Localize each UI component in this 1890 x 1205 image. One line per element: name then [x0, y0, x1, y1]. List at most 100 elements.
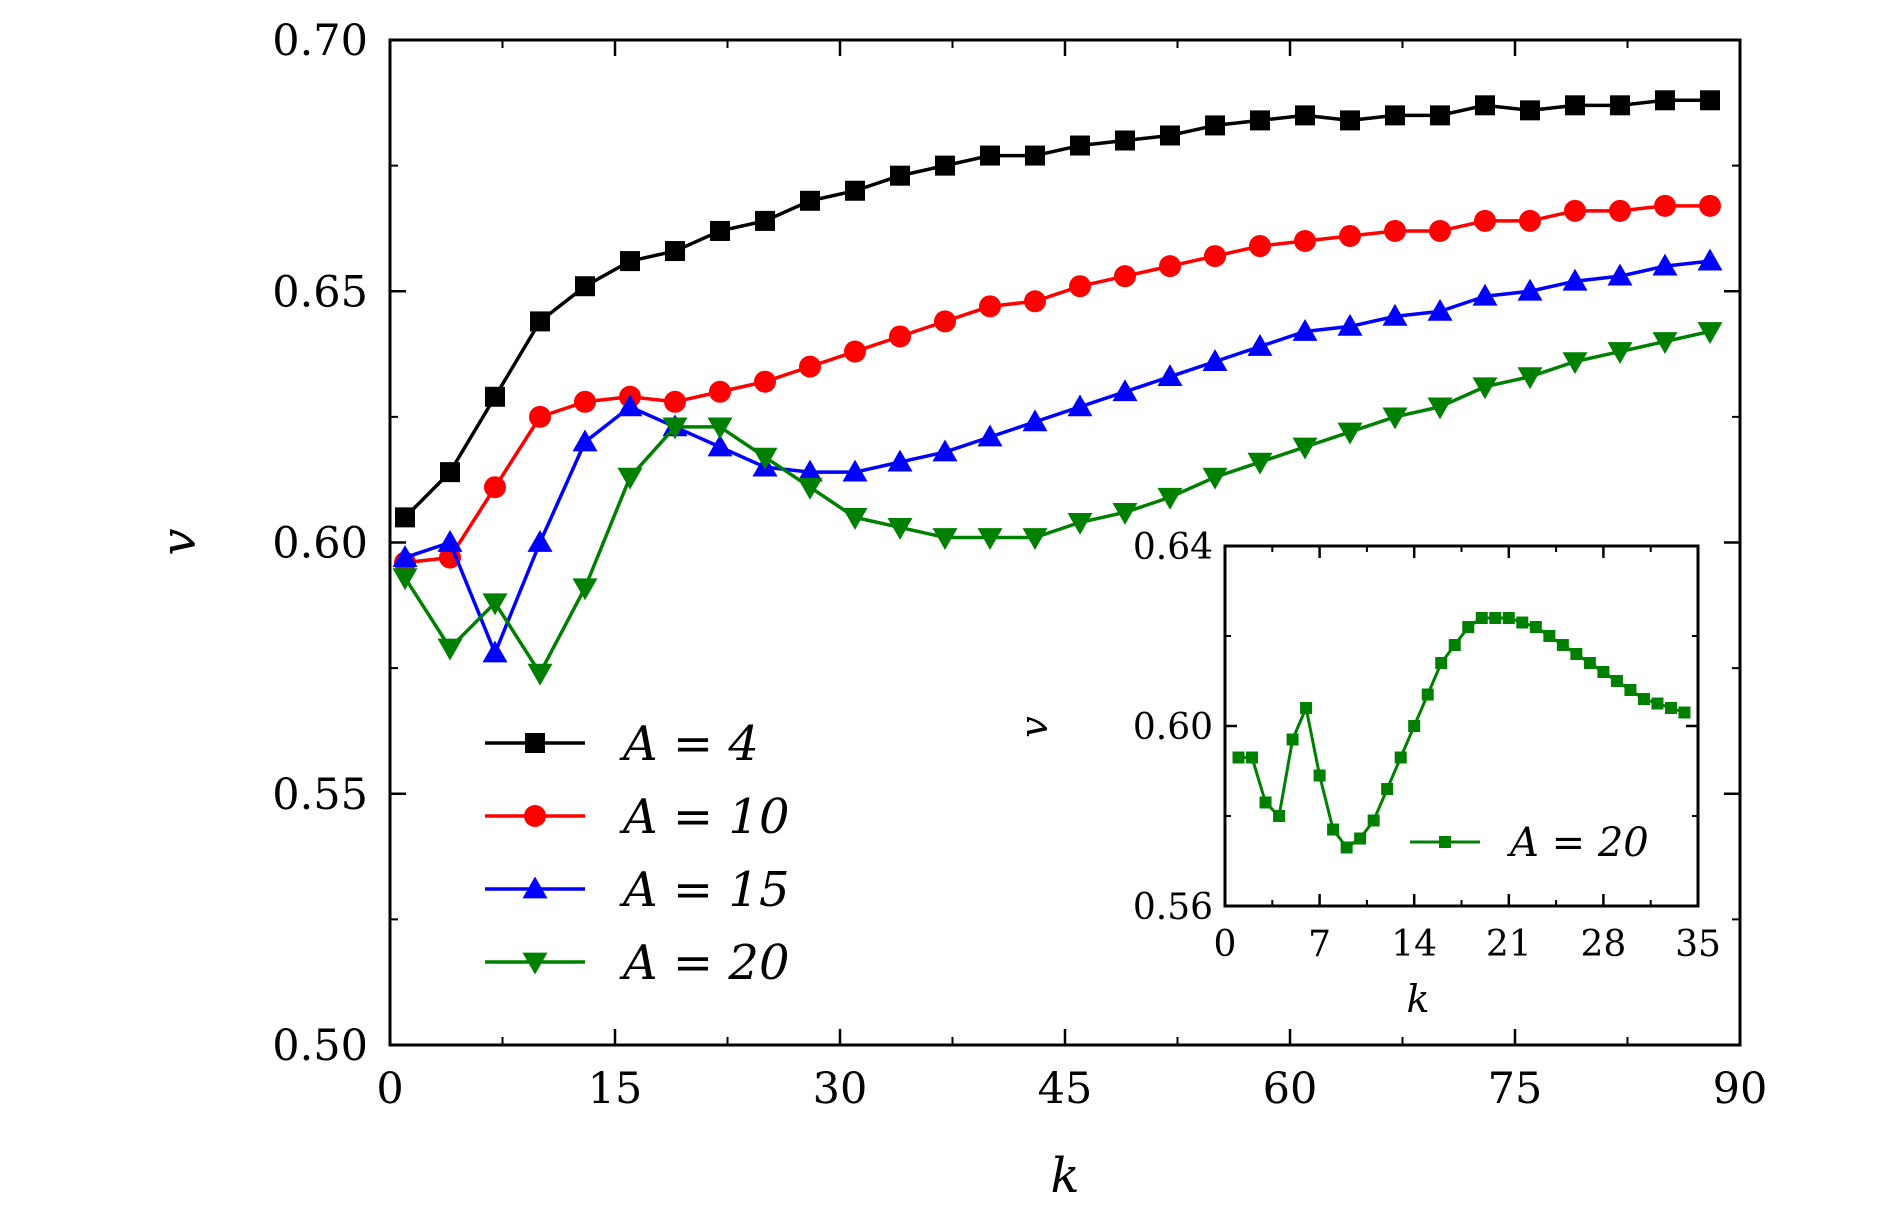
data-point: [1339, 224, 1361, 247]
data-point: [1202, 349, 1228, 371]
data-point: [1025, 145, 1045, 166]
data-point: [1286, 733, 1299, 746]
data-point: [1435, 657, 1448, 669]
data-point: [1474, 209, 1496, 232]
data-point: [980, 145, 1000, 166]
data-point: [485, 386, 505, 407]
data-point: [1067, 513, 1093, 535]
main-legend: A = 4 A = 10 A = 15 A = 20: [485, 716, 789, 991]
legend-marker: [1439, 836, 1451, 848]
data-point: [392, 545, 418, 567]
data-point: [845, 180, 865, 201]
y-tick-label: 0.60: [272, 519, 368, 569]
data-point: [665, 241, 685, 262]
data-point: [1157, 487, 1183, 510]
data-point: [1115, 130, 1135, 151]
data-point: [1517, 367, 1543, 390]
data-point: [1519, 209, 1541, 232]
x-tick-label: 14: [1391, 924, 1437, 965]
data-point: [1607, 342, 1633, 365]
data-point: [617, 467, 643, 490]
legend-label: A = 4: [619, 716, 759, 772]
x-tick-label: 60: [1263, 1064, 1318, 1114]
data-point: [1502, 612, 1515, 624]
y-tick-label: 0.56: [1133, 887, 1213, 928]
data-point: [935, 155, 955, 176]
data-point: [1273, 810, 1286, 822]
data-point: [1472, 377, 1498, 400]
data-point: [707, 434, 733, 457]
data-point: [1637, 693, 1650, 705]
data-point: [1475, 95, 1495, 116]
data-point: [1354, 832, 1367, 845]
inset-background: [1225, 546, 1698, 906]
y-tick-label: 0.65: [272, 267, 368, 317]
data-point: [1520, 100, 1540, 121]
data-point: [1157, 364, 1183, 387]
legend-entry: A = 20: [485, 935, 789, 991]
data-point: [1367, 814, 1380, 827]
legend-label: A = 20: [1506, 820, 1649, 866]
legend-marker: [525, 733, 545, 753]
data-point: [1295, 105, 1315, 126]
data-point: [1697, 322, 1723, 344]
data-point: [1654, 194, 1676, 217]
data-point: [1556, 639, 1569, 651]
legend-label: A = 15: [619, 862, 789, 918]
main-x-axis-ticks: 0 15 30 45 60 75 90: [376, 40, 1767, 1114]
data-point: [440, 462, 460, 483]
data-point: [1384, 219, 1406, 242]
data-point: [617, 394, 643, 417]
data-point: [1070, 135, 1090, 156]
series-a-10: [394, 194, 1721, 574]
data-point: [842, 508, 868, 530]
series-a-20: [392, 322, 1723, 686]
data-point: [1340, 841, 1353, 854]
data-point: [1022, 528, 1048, 550]
data-point: [800, 190, 820, 211]
data-point: [1340, 110, 1360, 131]
data-point: [1246, 751, 1259, 764]
data-point: [707, 417, 733, 440]
data-point: [1543, 630, 1556, 642]
data-point: [1664, 702, 1677, 714]
data-point: [1475, 612, 1488, 624]
data-point: [1529, 621, 1542, 633]
data-point: [1583, 657, 1596, 669]
legend-label: A = 10: [619, 789, 789, 845]
x-tick-label: 75: [1488, 1064, 1543, 1114]
data-point: [1516, 616, 1529, 629]
data-point: [799, 355, 821, 378]
data-point: [395, 507, 415, 528]
inset-y-axis-ticks: 0.56 0.60 0.64: [1133, 527, 1698, 928]
main-series-layer: [392, 90, 1723, 686]
main-y-axis-label: v: [151, 528, 207, 555]
data-point: [1159, 255, 1181, 278]
data-point: [1337, 422, 1363, 445]
data-point: [754, 370, 776, 393]
data-point: [662, 417, 688, 440]
data-point: [574, 390, 596, 413]
data-point: [1462, 621, 1475, 633]
data-point: [1564, 199, 1586, 222]
data-point: [1472, 283, 1498, 306]
data-point: [1247, 452, 1273, 475]
data-point: [797, 459, 823, 482]
data-point: [484, 476, 506, 499]
data-point: [1069, 275, 1091, 298]
series-a-20: [1232, 612, 1691, 854]
data-point: [1699, 194, 1721, 217]
data-point: [1294, 230, 1316, 252]
legend-label: A = 20: [619, 935, 789, 991]
data-point: [530, 311, 550, 332]
x-tick-label: 7: [1308, 924, 1331, 965]
data-point: [1430, 105, 1450, 126]
data-point: [1313, 769, 1326, 782]
data-point: [1247, 334, 1273, 356]
legend-marker: [524, 805, 546, 827]
data-point: [842, 459, 868, 482]
x-tick-label: 0: [376, 1064, 403, 1114]
data-point: [1300, 702, 1313, 714]
data-point: [437, 638, 463, 661]
data-point: [1655, 90, 1675, 111]
